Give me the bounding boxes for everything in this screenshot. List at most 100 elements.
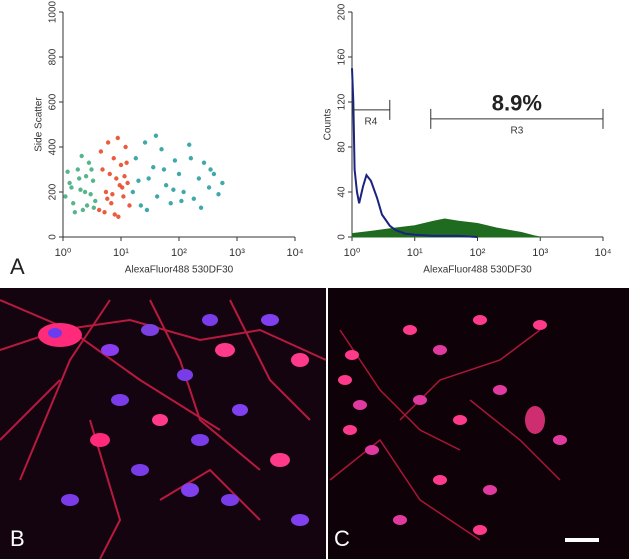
point [76, 176, 82, 181]
point [188, 156, 194, 161]
point [201, 160, 207, 165]
y-axis-label: Side Scatter [34, 97, 45, 152]
x-tick-label: 10¹ [113, 247, 129, 259]
x-tick-label: 10² [470, 247, 486, 259]
point [84, 203, 90, 208]
micrograph-b [0, 288, 327, 559]
point [107, 171, 112, 177]
point [82, 189, 88, 195]
point [75, 167, 81, 172]
point [88, 192, 93, 197]
scale-bar [565, 538, 599, 542]
x-tick-label: 10¹ [407, 247, 423, 259]
point [196, 176, 202, 181]
point [63, 194, 68, 199]
point [146, 176, 151, 181]
cells [338, 315, 567, 535]
point [93, 198, 98, 204]
point [115, 135, 120, 141]
x-tick-label: 10² [171, 247, 187, 259]
x-axis-label: AlexaFluor488 530DF30 [125, 265, 234, 276]
point [91, 205, 97, 210]
y-tick-label: 0 [337, 234, 348, 240]
point [122, 174, 127, 179]
y-tick-label: 200 [337, 3, 348, 20]
panel-label: B [10, 526, 25, 551]
point [198, 205, 204, 210]
x-axis-label: AlexaFluor488 530DF30 [423, 265, 532, 276]
micrograph-c [328, 288, 629, 559]
point [102, 210, 107, 215]
point [172, 158, 178, 163]
point [110, 192, 115, 197]
y-tick-label: 80 [337, 141, 348, 153]
y-tick-label: 120 [337, 93, 348, 110]
y-tick-label: 600 [48, 93, 59, 110]
point [142, 140, 148, 145]
point [144, 207, 150, 213]
point [111, 156, 116, 161]
panel-label: A [10, 254, 25, 279]
point [83, 174, 89, 179]
point [181, 189, 186, 195]
point [90, 178, 96, 183]
point [123, 144, 128, 150]
point [67, 180, 72, 186]
point [151, 165, 156, 170]
point [133, 156, 139, 161]
y-tick-label: 160 [337, 48, 348, 65]
point [176, 171, 182, 177]
area [351, 218, 541, 238]
point [136, 178, 141, 183]
point [100, 167, 105, 172]
point [96, 207, 102, 213]
point [80, 207, 86, 213]
x-tick-label: 10⁴ [595, 247, 612, 259]
panel-label: C [334, 526, 350, 551]
point [114, 176, 119, 181]
point [163, 183, 169, 188]
point [98, 149, 104, 154]
point [206, 185, 212, 190]
micrograph-background [328, 288, 629, 559]
point [86, 160, 92, 165]
point [127, 203, 132, 208]
point [117, 183, 122, 188]
line [351, 68, 478, 238]
point [79, 153, 84, 159]
point [216, 192, 221, 197]
point [220, 180, 225, 186]
point [69, 185, 74, 190]
y-tick-label: 400 [48, 138, 59, 155]
point [112, 212, 117, 217]
point [65, 169, 70, 174]
point [103, 189, 109, 195]
point [109, 201, 114, 206]
point [154, 194, 160, 199]
point [171, 187, 176, 192]
point [121, 194, 126, 199]
point [138, 203, 144, 208]
point [78, 187, 83, 192]
gate-label: R3 [510, 126, 523, 137]
point [116, 214, 121, 219]
y-tick-label: 200 [48, 183, 59, 200]
x-tick-label: 10³ [229, 247, 245, 259]
point [153, 133, 159, 138]
point [105, 140, 111, 145]
point [125, 180, 130, 186]
y-tick-label: 800 [48, 48, 59, 65]
gate-label: R4 [364, 117, 377, 128]
point [105, 196, 110, 201]
point [168, 201, 173, 206]
cells [38, 314, 309, 526]
y-tick-label: 40 [337, 186, 348, 198]
point [179, 198, 184, 204]
point [187, 142, 192, 147]
point [124, 160, 129, 165]
gate-annotation: 8.9% [492, 91, 542, 116]
point [211, 171, 217, 177]
y-tick-label: 0 [48, 234, 59, 240]
